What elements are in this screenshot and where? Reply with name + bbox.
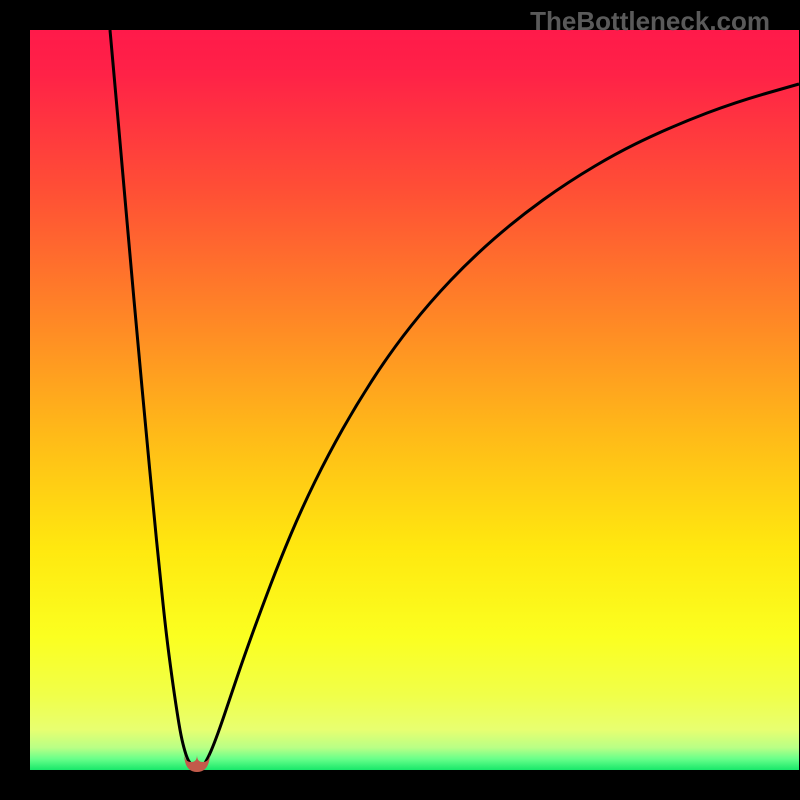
chart-dip-marker xyxy=(184,752,210,772)
chart-curve-right-branch xyxy=(205,84,799,763)
chart-curve-layer xyxy=(0,0,800,800)
chart-curve-left-branch xyxy=(110,30,190,763)
bottleneck-chart-frame: TheBottleneck.com xyxy=(0,0,800,800)
watermark-text: TheBottleneck.com xyxy=(530,6,770,37)
